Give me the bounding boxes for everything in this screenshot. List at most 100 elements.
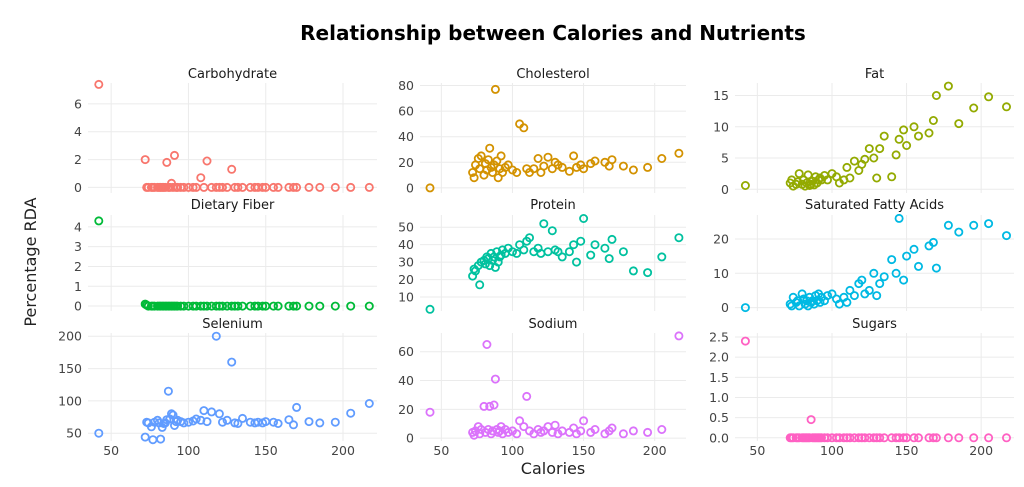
- data-point-sodium: [519, 422, 529, 432]
- data-point-protein: [657, 252, 667, 262]
- data-point-selenium: [214, 409, 224, 419]
- facet-panels: 0246Carbohydrate020406080Cholesterol0510…: [58, 67, 1014, 458]
- data-point-cholesterol: [607, 155, 617, 165]
- panel-cholesterol: 0 20 40 60 80 Cholesterol: [398, 67, 686, 195]
- data-point-saturated-fatty-acids: [931, 263, 941, 273]
- data-point-dietary-fiber: [94, 216, 104, 226]
- data-point-fat: [823, 175, 833, 185]
- data-point-fat: [899, 125, 909, 135]
- y-tick-label: 20: [713, 232, 729, 247]
- data-point-dietary-fiber: [258, 301, 268, 311]
- data-point-sodium: [522, 391, 532, 401]
- y-tick-label: 10: [713, 266, 729, 281]
- y-tick-label: 15: [713, 88, 729, 103]
- data-point-sugars: [740, 336, 750, 346]
- data-point-carbohydrate: [258, 182, 268, 192]
- data-point-sodium: [479, 401, 489, 411]
- data-point-dietary-fiber: [330, 301, 340, 311]
- data-point-fat: [872, 173, 882, 183]
- data-point-dietary-fiber: [364, 301, 374, 311]
- panel-protein: 10 20 30 40 50 Protein: [398, 198, 686, 314]
- data-point-carbohydrate: [169, 150, 179, 160]
- data-point-cholesterol: [674, 148, 684, 158]
- data-point-protein: [425, 304, 435, 314]
- y-tick-label: 20: [398, 272, 414, 287]
- data-point-cholesterol: [543, 152, 553, 162]
- data-point-cholesterol: [485, 143, 495, 153]
- data-point-sugars: [899, 433, 909, 443]
- data-point-saturated-fatty-acids: [902, 251, 912, 261]
- data-point-carbohydrate: [179, 182, 189, 192]
- data-point-sugars: [860, 433, 870, 443]
- data-point-carbohydrate: [273, 182, 283, 192]
- data-point-selenium: [288, 420, 298, 430]
- data-point-carbohydrate: [292, 182, 302, 192]
- y-tick-label: 0.0: [709, 430, 729, 445]
- data-point-sugars: [969, 433, 979, 443]
- data-point-saturated-fatty-acids: [815, 297, 825, 307]
- x-tick-label: 200: [331, 443, 355, 458]
- panel-saturated-fatty-acids: 0 10 20 Saturated Fatty Acids: [713, 198, 1014, 315]
- data-point-saturated-fatty-acids: [928, 237, 938, 247]
- data-point-saturated-fatty-acids: [845, 285, 855, 295]
- data-point-carbohydrate: [211, 182, 221, 192]
- data-point-dietary-fiber: [346, 301, 356, 311]
- x-axis-label: Calories: [521, 459, 585, 478]
- data-point-sodium: [475, 429, 485, 439]
- data-point-cholesterol: [628, 165, 638, 175]
- data-point-sugars: [943, 433, 953, 443]
- y-tick-label: 0: [406, 180, 414, 195]
- data-point-selenium: [268, 417, 278, 427]
- data-point-protein: [600, 243, 610, 253]
- data-point-fat: [902, 140, 912, 150]
- data-point-carbohydrate: [330, 182, 340, 192]
- chart-title: Relationship between Calories and Nutrie…: [300, 21, 806, 45]
- data-point-sodium: [576, 426, 586, 436]
- data-point-protein: [572, 257, 582, 267]
- data-point-cholesterol: [564, 166, 574, 176]
- data-point-carbohydrate: [364, 182, 374, 192]
- y-tick-label: 10: [398, 290, 414, 305]
- panel-selenium: 50 100 150 200 Selenium 50 100 150 200: [58, 317, 377, 458]
- data-point-saturated-fatty-acids: [875, 279, 885, 289]
- data-point-saturated-fatty-acids: [899, 275, 909, 285]
- data-point-saturated-fatty-acids: [943, 220, 953, 230]
- data-point-protein: [539, 219, 549, 229]
- y-tick-label: 0: [721, 300, 729, 315]
- data-point-protein: [674, 233, 684, 243]
- data-point-saturated-fatty-acids: [864, 285, 874, 295]
- data-point-protein: [507, 247, 517, 257]
- data-point-protein: [557, 252, 567, 262]
- data-point-cholesterol: [503, 160, 513, 170]
- data-point-cholesterol: [469, 173, 479, 183]
- data-point-protein: [543, 247, 553, 257]
- y-tick-label: 2.5: [709, 330, 729, 345]
- data-point-saturated-fatty-acids: [872, 291, 882, 301]
- x-tick-label: 100: [177, 443, 201, 458]
- data-point-saturated-fatty-acids: [894, 213, 904, 223]
- data-point-sugars: [1002, 433, 1012, 443]
- data-point-carbohydrate: [227, 164, 237, 174]
- data-point-saturated-fatty-acids: [869, 268, 879, 278]
- data-point-sugars: [788, 433, 798, 443]
- facet-label-protein: Protein: [530, 198, 576, 213]
- data-point-saturated-fatty-acids: [827, 289, 837, 299]
- data-point-cholesterol: [425, 183, 435, 193]
- data-point-cholesterol: [476, 151, 486, 161]
- y-tick-label: 20: [398, 155, 414, 170]
- data-point-protein: [564, 247, 574, 257]
- data-point-saturated-fatty-acids: [969, 220, 979, 230]
- data-point-fat: [860, 154, 870, 164]
- data-point-carbohydrate: [173, 182, 183, 192]
- data-point-selenium: [304, 417, 314, 427]
- data-point-fat: [954, 119, 964, 129]
- data-point-cholesterol: [493, 173, 503, 183]
- x-tick-label: 150: [572, 443, 596, 458]
- data-point-sodium: [547, 427, 557, 437]
- data-point-fat: [869, 153, 879, 163]
- data-point-selenium: [292, 402, 302, 412]
- data-point-protein: [512, 248, 522, 258]
- data-point-protein: [590, 240, 600, 250]
- data-point-sugars: [875, 433, 885, 443]
- data-point-sodium: [503, 427, 513, 437]
